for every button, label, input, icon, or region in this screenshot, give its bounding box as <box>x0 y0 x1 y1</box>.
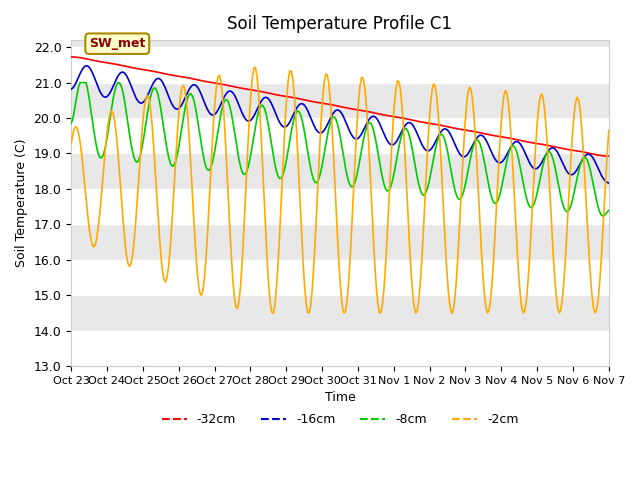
Bar <box>71 189 609 224</box>
Title: Soil Temperature Profile C1: Soil Temperature Profile C1 <box>227 15 452 33</box>
Bar <box>71 224 609 260</box>
Bar <box>71 47 609 83</box>
Legend: -32cm, -16cm, -8cm, -2cm: -32cm, -16cm, -8cm, -2cm <box>157 408 524 432</box>
X-axis label: Time: Time <box>324 391 355 404</box>
Bar <box>71 295 609 331</box>
Bar <box>71 118 609 154</box>
Bar <box>71 260 609 295</box>
Y-axis label: Soil Temperature (C): Soil Temperature (C) <box>15 139 28 267</box>
Text: SW_met: SW_met <box>89 37 145 50</box>
Bar <box>71 83 609 118</box>
Bar <box>71 331 609 366</box>
Bar <box>71 154 609 189</box>
